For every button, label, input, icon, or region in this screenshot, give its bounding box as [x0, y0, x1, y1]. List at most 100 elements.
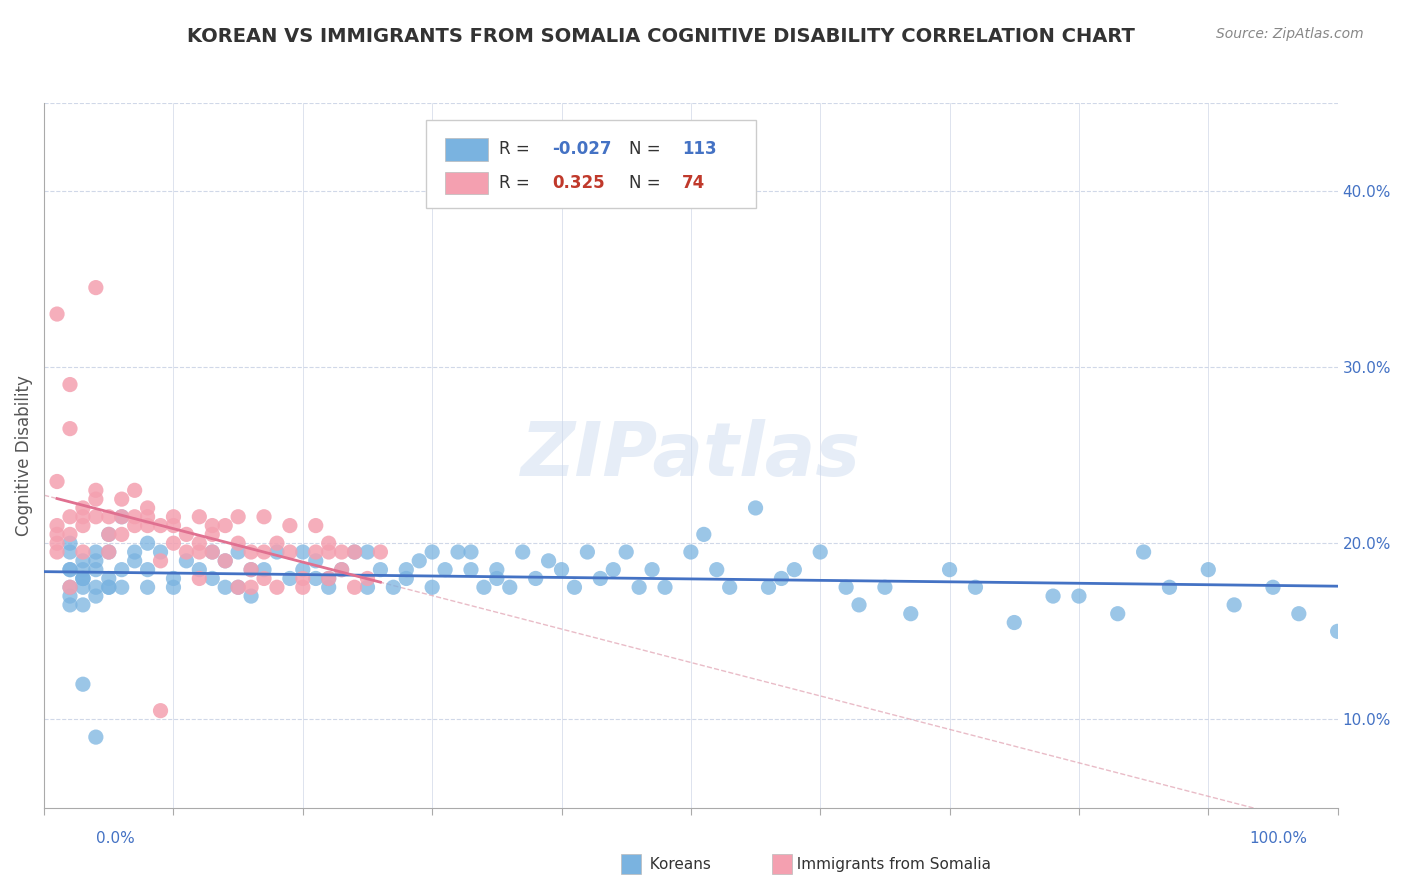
- Point: [97, 580, 120, 594]
- Point: [59, 509, 82, 524]
- Point: [59, 589, 82, 603]
- Point: [136, 580, 159, 594]
- Point: [420, 545, 443, 559]
- Point: [240, 563, 263, 577]
- FancyBboxPatch shape: [426, 120, 755, 209]
- Point: [718, 580, 741, 594]
- Point: [330, 563, 353, 577]
- Point: [111, 563, 134, 577]
- Point: [266, 536, 288, 550]
- Point: [253, 571, 276, 585]
- Point: [900, 607, 922, 621]
- Point: [46, 518, 69, 533]
- Point: [72, 571, 94, 585]
- Point: [59, 563, 82, 577]
- Point: [576, 545, 599, 559]
- Point: [278, 545, 301, 559]
- Bar: [446, 171, 488, 194]
- Point: [835, 580, 858, 594]
- Point: [84, 483, 107, 498]
- Text: Koreans: Koreans: [640, 857, 710, 872]
- Point: [214, 580, 236, 594]
- Point: [240, 563, 263, 577]
- Point: [72, 598, 94, 612]
- Point: [808, 545, 831, 559]
- Point: [124, 545, 146, 559]
- Point: [84, 545, 107, 559]
- Point: [938, 563, 960, 577]
- Point: [226, 545, 249, 559]
- Text: N =: N =: [628, 174, 665, 192]
- Point: [149, 704, 172, 718]
- Point: [46, 527, 69, 541]
- Point: [420, 580, 443, 594]
- Point: [59, 536, 82, 550]
- Point: [46, 545, 69, 559]
- Point: [226, 580, 249, 594]
- Point: [1132, 545, 1154, 559]
- Point: [46, 307, 69, 321]
- Point: [226, 536, 249, 550]
- Point: [965, 580, 987, 594]
- Point: [124, 509, 146, 524]
- Point: [149, 554, 172, 568]
- Point: [59, 580, 82, 594]
- Point: [460, 563, 482, 577]
- Point: [305, 554, 328, 568]
- Point: [395, 571, 418, 585]
- Point: [343, 545, 366, 559]
- Point: [641, 563, 664, 577]
- Text: KOREAN VS IMMIGRANTS FROM SOMALIA COGNITIVE DISABILITY CORRELATION CHART: KOREAN VS IMMIGRANTS FROM SOMALIA COGNIT…: [187, 27, 1135, 45]
- Point: [499, 580, 522, 594]
- Text: 0.0%: 0.0%: [96, 830, 135, 846]
- Point: [589, 571, 612, 585]
- Point: [162, 580, 184, 594]
- Bar: [446, 138, 488, 161]
- Point: [460, 545, 482, 559]
- Point: [654, 580, 676, 594]
- Point: [550, 563, 572, 577]
- Point: [343, 545, 366, 559]
- Point: [318, 571, 340, 585]
- Point: [278, 518, 301, 533]
- Point: [111, 509, 134, 524]
- Point: [72, 545, 94, 559]
- Point: [72, 509, 94, 524]
- Text: 113: 113: [682, 140, 717, 158]
- Point: [848, 598, 870, 612]
- Point: [97, 509, 120, 524]
- Point: [201, 527, 224, 541]
- Point: [356, 580, 378, 594]
- Point: [564, 580, 586, 594]
- Point: [72, 500, 94, 515]
- Point: [162, 518, 184, 533]
- Point: [408, 554, 430, 568]
- Point: [253, 563, 276, 577]
- Point: [72, 571, 94, 585]
- Point: [240, 580, 263, 594]
- Point: [59, 527, 82, 541]
- Point: [291, 580, 314, 594]
- Point: [97, 545, 120, 559]
- Point: [214, 518, 236, 533]
- Point: [72, 518, 94, 533]
- Point: [873, 580, 896, 594]
- Point: [226, 509, 249, 524]
- Point: [59, 545, 82, 559]
- Point: [1288, 607, 1310, 621]
- Point: [124, 483, 146, 498]
- Point: [72, 571, 94, 585]
- Point: [1326, 624, 1348, 639]
- Point: [188, 563, 211, 577]
- Point: [136, 500, 159, 515]
- Point: [201, 545, 224, 559]
- Point: [356, 545, 378, 559]
- Point: [266, 580, 288, 594]
- Point: [201, 571, 224, 585]
- Y-axis label: Cognitive Disability: Cognitive Disability: [15, 375, 32, 535]
- Point: [176, 545, 198, 559]
- Point: [253, 509, 276, 524]
- Point: [149, 545, 172, 559]
- Bar: [772, 854, 792, 874]
- Point: [176, 554, 198, 568]
